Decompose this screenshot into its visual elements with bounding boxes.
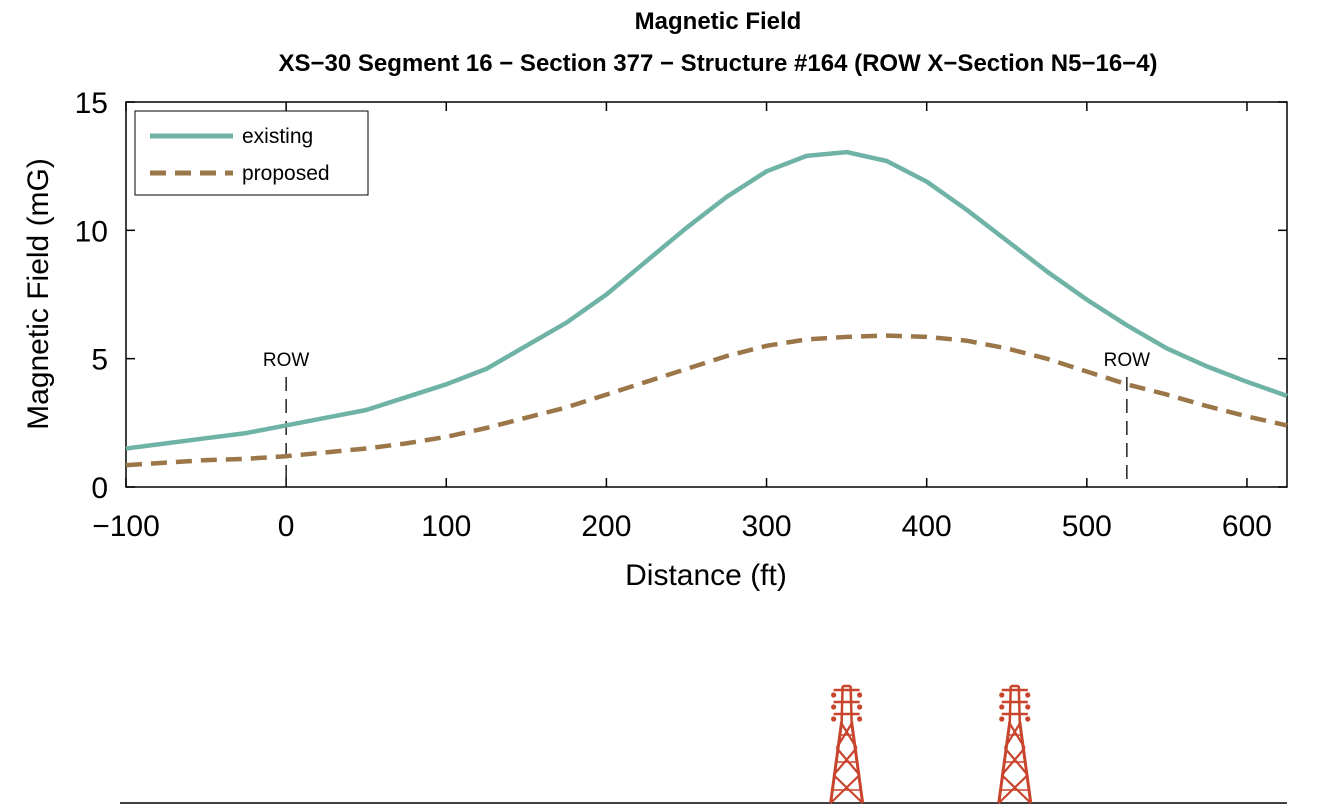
- series-lines: [125, 149, 1288, 468]
- x-tick-label: 100: [421, 510, 471, 543]
- row-marker-label: ROW: [1104, 350, 1151, 371]
- y-tick-label: 5: [91, 344, 108, 377]
- legend: existing proposed: [134, 110, 369, 196]
- x-tick-label: 0: [278, 510, 295, 543]
- x-tick-label: 600: [1222, 510, 1272, 543]
- x-tick-label: −100: [92, 510, 160, 543]
- x-axis-label: Distance (ft): [625, 559, 787, 592]
- series-line-proposed: [125, 333, 1288, 468]
- plot-area-frame: [125, 101, 1288, 488]
- transmission-tower-icon: [829, 684, 865, 804]
- y-tick-label: 15: [75, 87, 108, 120]
- y-tick-label: 0: [91, 472, 108, 505]
- legend-label-proposed: proposed: [242, 162, 330, 185]
- row-marker-label: ROW: [263, 350, 310, 371]
- towers: [829, 684, 1033, 804]
- row-markers: ROW ROW: [263, 350, 1150, 487]
- legend-box: [134, 110, 369, 196]
- y-tick-label: 10: [75, 215, 108, 248]
- x-tick-label: 200: [581, 510, 631, 543]
- legend-label-existing: existing: [242, 125, 313, 148]
- x-tick-label: 400: [902, 510, 952, 543]
- x-tick-label: 300: [742, 510, 792, 543]
- y-axis-label: Magnetic Field (mG): [22, 158, 55, 430]
- chart-title: Magnetic Field: [635, 8, 802, 35]
- x-tick-label: 500: [1062, 510, 1112, 543]
- axis-ticks: −100 0 100 200 300 400 500 600 0 5 10 15: [75, 87, 1287, 543]
- transmission-tower-icon: [997, 684, 1033, 804]
- chart-subtitle: XS−30 Segment 16 − Section 377 − Structu…: [278, 50, 1157, 77]
- series-line-existing: [125, 149, 1288, 451]
